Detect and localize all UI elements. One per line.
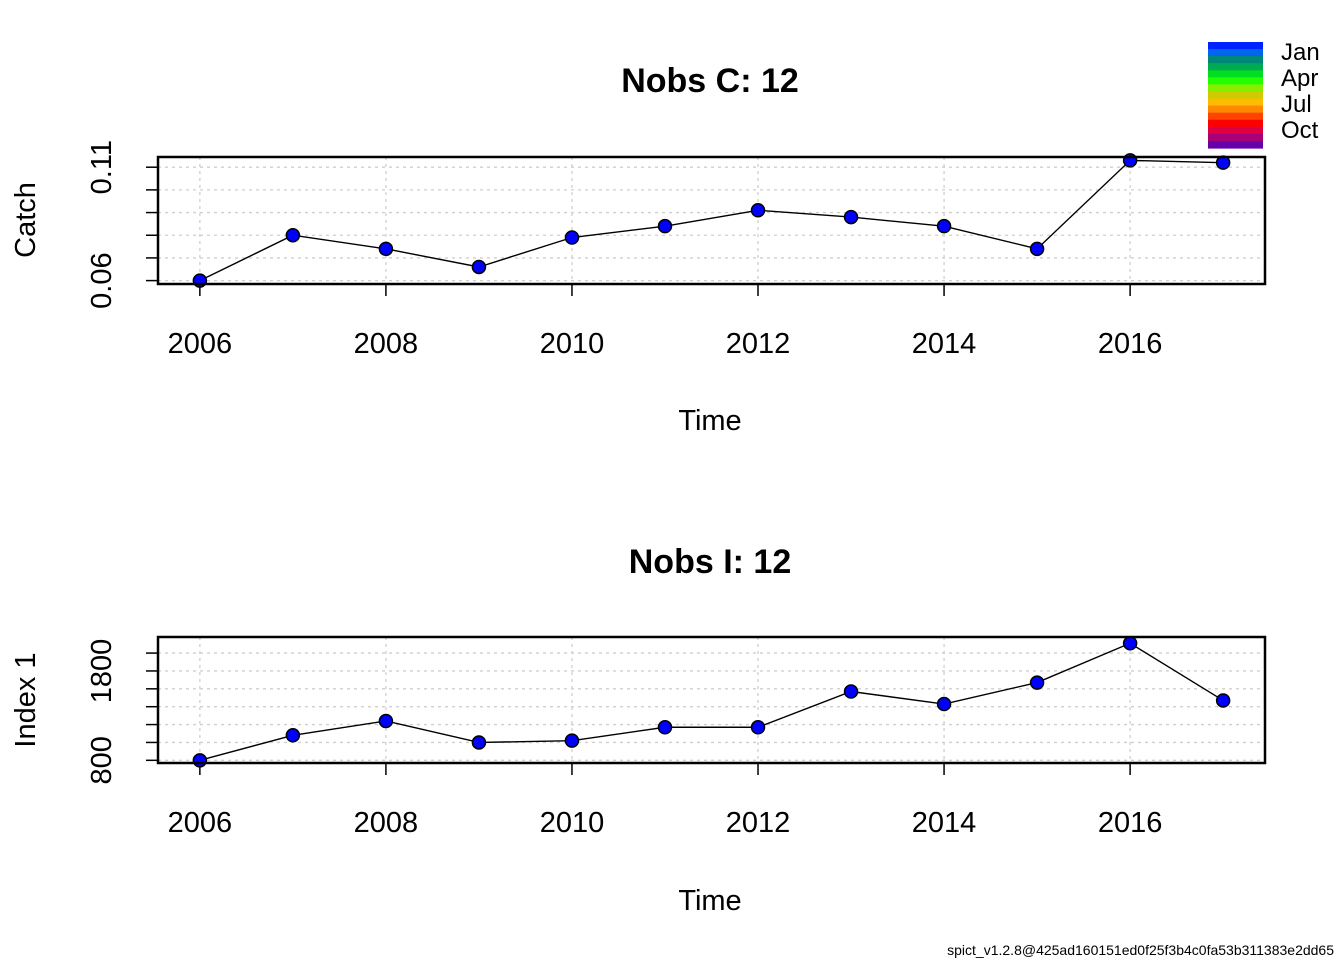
catch-title: Nobs C: 12 bbox=[621, 62, 799, 100]
legend-color-swatch bbox=[1208, 63, 1263, 71]
index-series-line bbox=[199, 642, 1224, 761]
index-x-tick-label: 2008 bbox=[354, 807, 419, 839]
index-x-axis-label: Time bbox=[678, 885, 741, 917]
catch-y-axis-label: Catch bbox=[10, 182, 42, 258]
catch-x-tick-label: 2016 bbox=[1098, 328, 1163, 360]
version-footer: spict_v1.2.8@425ad160151ed0f25f3b4c0fa53… bbox=[947, 942, 1334, 958]
index-data-point bbox=[1029, 675, 1045, 690]
catch-data-point bbox=[285, 227, 301, 243]
legend-label: Jan bbox=[1281, 39, 1320, 66]
index-data-point bbox=[192, 753, 208, 768]
index-plot-area: 2006 2008 2010 2012 2014 2016 800 1800 bbox=[86, 635, 1267, 839]
index-data-point bbox=[564, 733, 580, 748]
catch-data-point bbox=[657, 218, 673, 234]
index-data-point bbox=[750, 720, 766, 735]
index-y-tick-label: 800 bbox=[86, 736, 118, 784]
legend-color-swatch bbox=[1208, 140, 1263, 149]
index-title: Nobs I: 12 bbox=[629, 543, 791, 581]
legend-color-swatch bbox=[1208, 77, 1263, 85]
catch-x-tick-label: 2014 bbox=[912, 328, 977, 360]
index-x-tick-label: 2006 bbox=[168, 807, 233, 839]
legend-label: Jul bbox=[1281, 91, 1312, 118]
catch-series-line bbox=[199, 159, 1224, 282]
legend-label: Apr bbox=[1281, 65, 1318, 92]
catch-y-tick-label: 0.06 bbox=[86, 252, 118, 308]
catch-panel: Nobs C: 12 Time Catch 2006 2008 2010 2012 20… bbox=[10, 62, 1267, 437]
catch-x-axis-label: Time bbox=[678, 405, 741, 437]
catch-x-tick-label: 2006 bbox=[168, 328, 233, 360]
catch-data-point bbox=[936, 218, 952, 234]
index-x-tick-label: 2016 bbox=[1098, 807, 1163, 839]
catch-data-point bbox=[1029, 241, 1045, 257]
index-data-point bbox=[471, 735, 487, 750]
legend-color-swatch bbox=[1208, 119, 1263, 128]
legend-color-swatch bbox=[1208, 133, 1263, 142]
catch-data-point bbox=[378, 241, 394, 257]
catch-y-tick-label: 0.11 bbox=[86, 140, 118, 194]
legend-color-swatch bbox=[1208, 42, 1263, 50]
catch-x-tick-label: 2008 bbox=[354, 328, 419, 360]
catch-data-point bbox=[471, 259, 487, 275]
index-data-point bbox=[1122, 636, 1138, 651]
legend-color-swatch bbox=[1208, 84, 1263, 93]
catch-x-tick-label: 2012 bbox=[726, 328, 791, 360]
index-data-point bbox=[378, 713, 394, 729]
index-data-point bbox=[657, 720, 673, 735]
legend-color-swatch bbox=[1208, 49, 1263, 57]
legend-color-swatch bbox=[1208, 98, 1263, 107]
index-plot-border bbox=[156, 635, 1267, 765]
index-panel: Nobs I: 12 Time Index 1 2006 2008 2010 2012… bbox=[10, 543, 1267, 917]
catch-data-point bbox=[843, 209, 859, 225]
legend-color-swatch bbox=[1208, 126, 1263, 135]
index-x-tick-label: 2010 bbox=[540, 807, 605, 839]
index-x-tick-label: 2012 bbox=[726, 807, 791, 839]
catch-x-tick-label: 2010 bbox=[540, 328, 605, 360]
catch-data-point bbox=[564, 230, 580, 245]
legend-color-swatch bbox=[1208, 112, 1263, 121]
index-data-point bbox=[1215, 693, 1231, 708]
legend-color-swatch bbox=[1208, 70, 1263, 78]
catch-plot-area: 2006 2008 2010 2012 2014 2016 0.06 0.11 bbox=[86, 140, 1267, 360]
index-data-point bbox=[936, 696, 952, 712]
index-data-point bbox=[285, 728, 301, 743]
index-x-tick-label: 2014 bbox=[912, 807, 977, 839]
index-y-axis-label: Index 1 bbox=[10, 652, 42, 747]
index-y-tick-label: 1800 bbox=[86, 639, 118, 704]
index-data-point bbox=[843, 684, 859, 699]
legend-color-swatch bbox=[1208, 105, 1263, 114]
legend-color-swatch bbox=[1208, 91, 1263, 100]
legend-color-swatch bbox=[1208, 56, 1263, 64]
legend-label: Oct bbox=[1281, 117, 1319, 144]
catch-plot-border bbox=[156, 155, 1267, 286]
catch-data-point bbox=[750, 203, 766, 218]
